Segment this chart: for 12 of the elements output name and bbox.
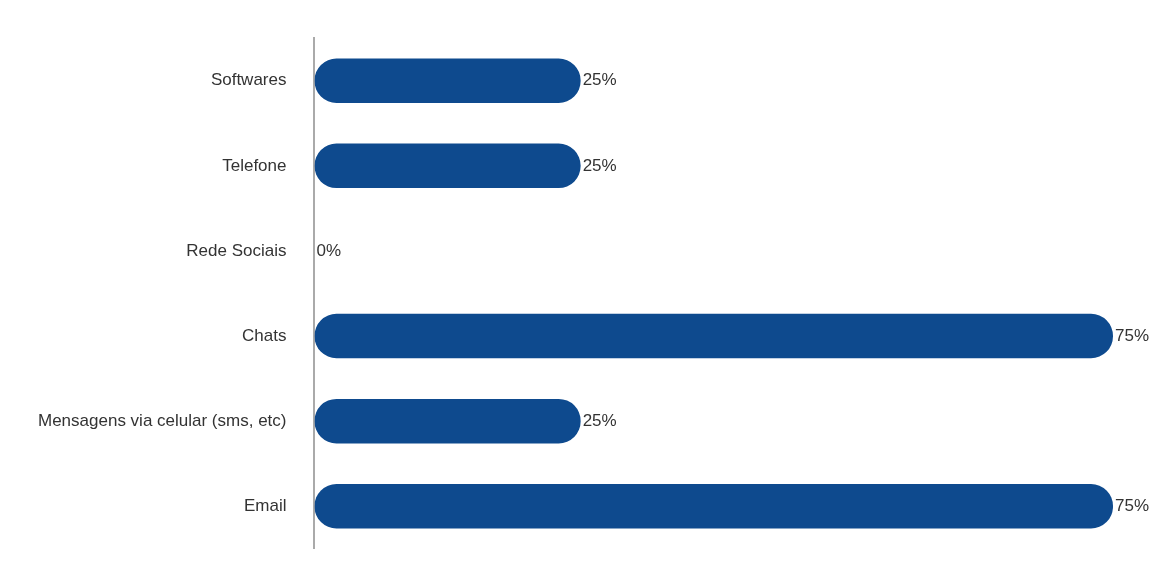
y-tick-label: Chats <box>242 325 287 345</box>
data-label: 25% <box>582 155 617 175</box>
data-label: 0% <box>316 240 342 260</box>
data-label: 25% <box>582 70 617 90</box>
data-label: 75% <box>1115 495 1150 515</box>
data-label: 25% <box>582 410 617 430</box>
y-tick-label: Mensagens via celular (sms, etc) <box>37 410 287 430</box>
y-tick-label: Rede Sociais <box>186 240 287 260</box>
data-label: 75% <box>1115 325 1150 345</box>
y-tick-label: Softwares <box>210 70 287 90</box>
y-tick-label: Telefone <box>222 155 287 175</box>
y-tick-label: Email <box>243 495 287 515</box>
